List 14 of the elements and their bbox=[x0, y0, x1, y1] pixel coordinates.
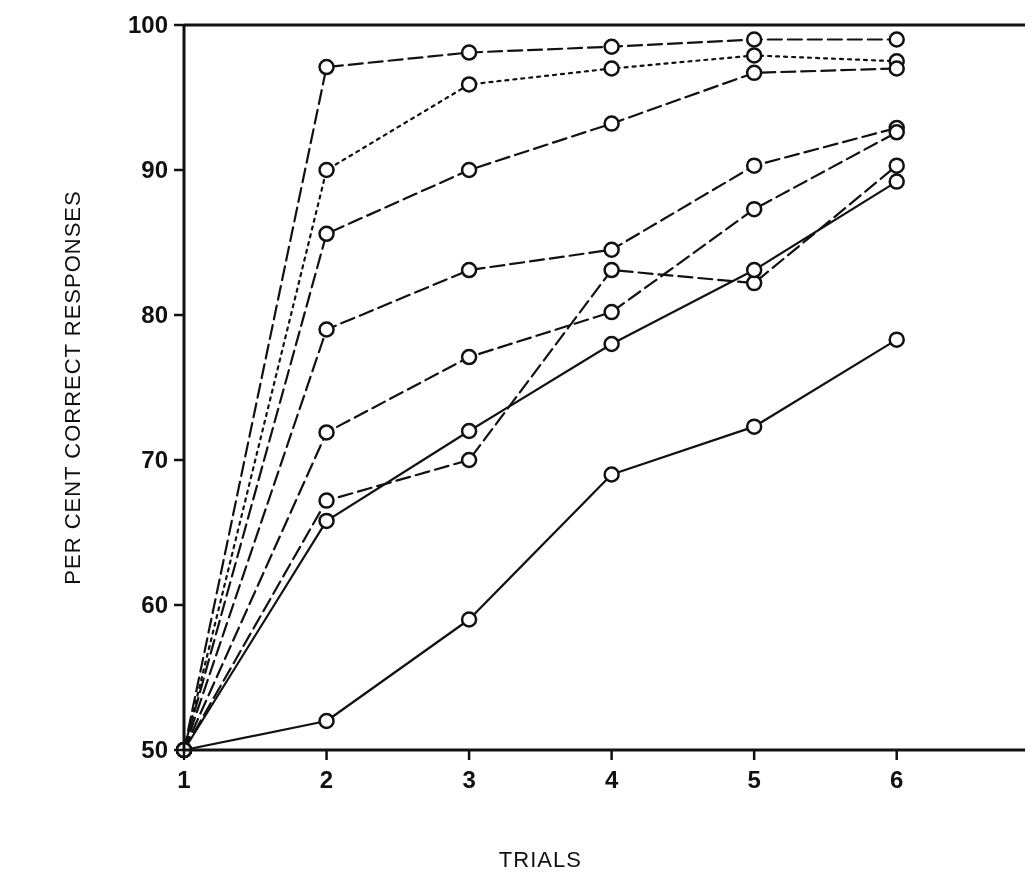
x-axis-title: TRIALS bbox=[498, 847, 582, 872]
y-tick-label: 80 bbox=[141, 301, 168, 329]
y-axis-title: PER CENT CORRECT RESPONSES bbox=[60, 190, 85, 585]
x-tick-label: 1 bbox=[177, 766, 191, 793]
x-tick-label: 6 bbox=[890, 766, 904, 793]
x-tick-label: 2 bbox=[319, 766, 334, 793]
x-tick-label: 4 bbox=[604, 766, 619, 793]
y-tick-label: 70 bbox=[141, 446, 168, 474]
x-tick-label: 3 bbox=[462, 766, 476, 793]
x-tick-label: 5 bbox=[747, 766, 761, 793]
y-tick-label: 50 bbox=[141, 736, 168, 764]
y-tick-label: 60 bbox=[141, 591, 168, 619]
y-tick-label: 100 bbox=[127, 11, 168, 39]
y-tick-label: 90 bbox=[141, 156, 168, 184]
